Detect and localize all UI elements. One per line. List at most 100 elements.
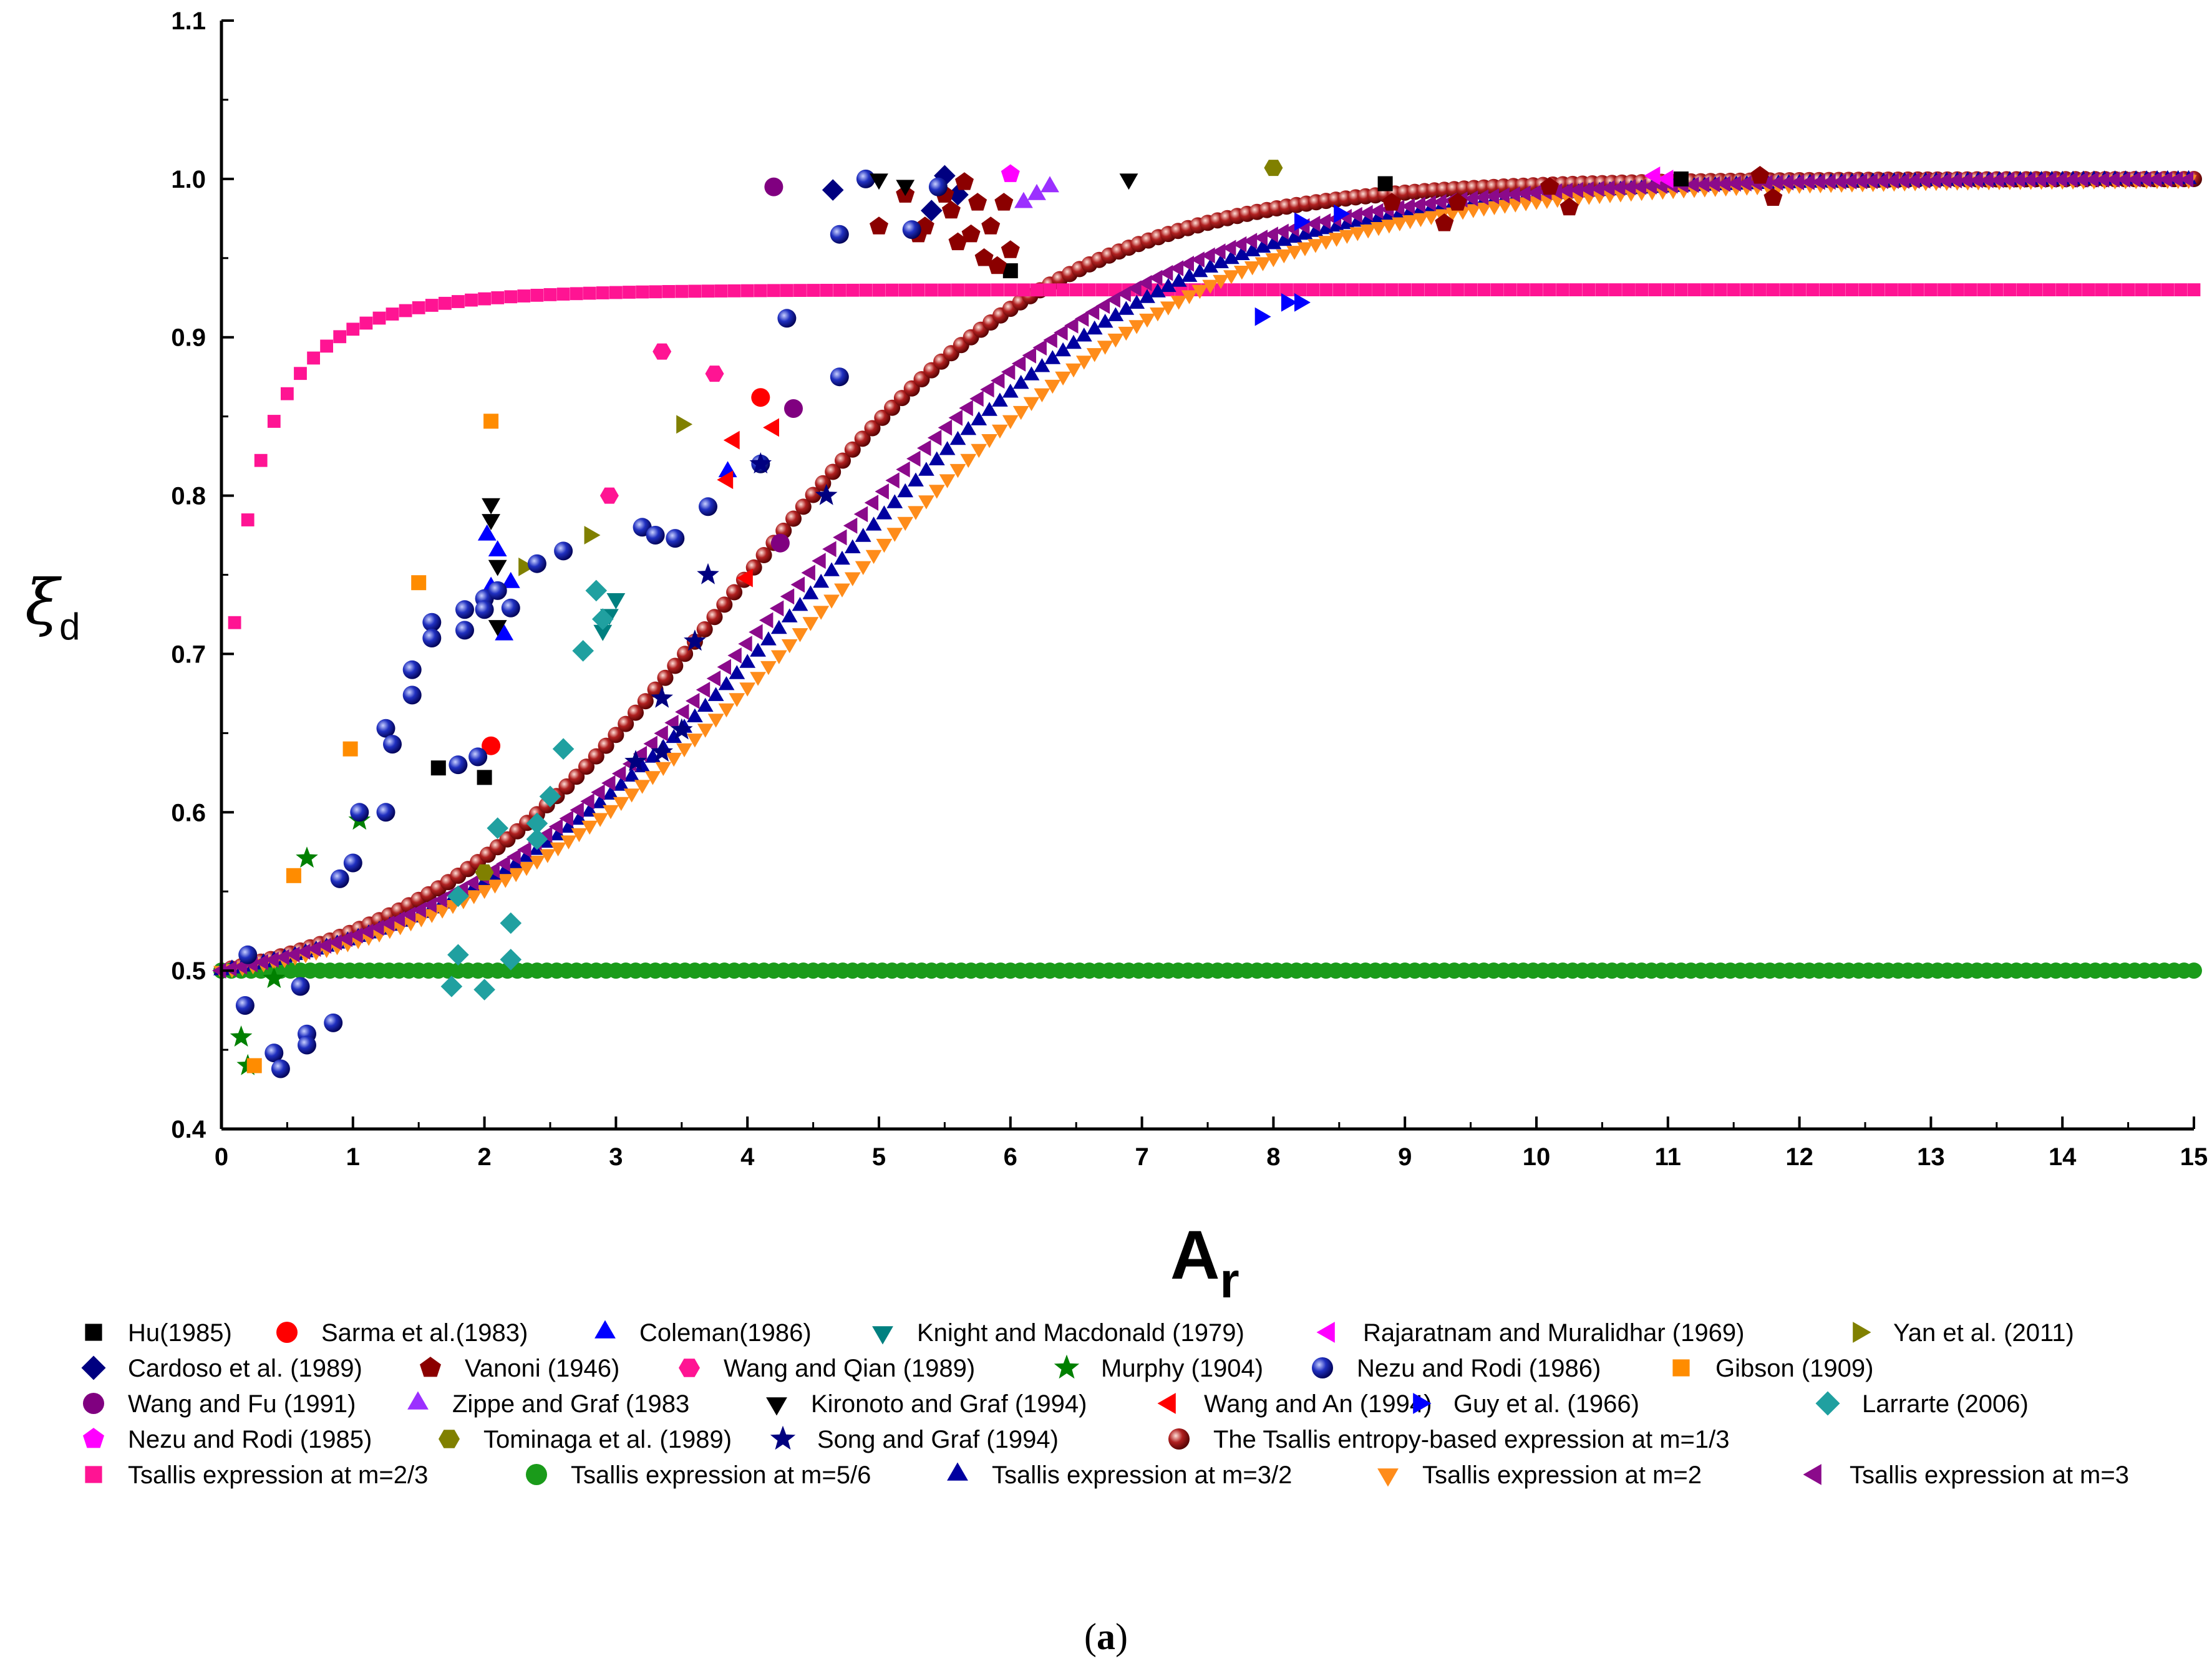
data-point — [500, 949, 522, 971]
data-point — [271, 1059, 290, 1078]
data-point — [835, 452, 851, 469]
data-point — [707, 687, 724, 701]
data-point — [578, 758, 594, 775]
data-point — [488, 620, 507, 636]
data-point — [807, 284, 820, 297]
data-point — [580, 793, 594, 810]
data-point — [1540, 177, 1560, 195]
data-point — [1885, 173, 1899, 189]
data-point — [876, 505, 893, 520]
legend-marker — [1853, 1322, 1871, 1343]
data-point — [1211, 243, 1226, 260]
legend-marker — [1803, 1464, 1822, 1485]
legend-entry-sarma-et-al-1983: Sarma et al.(1983) — [276, 1319, 528, 1347]
data-point — [815, 483, 838, 505]
data-point — [1948, 172, 1962, 188]
data-point — [1465, 204, 1482, 218]
legend-label: Knight and Macdonald (1979) — [917, 1319, 1244, 1347]
data-point — [802, 617, 819, 631]
data-point — [1858, 283, 1872, 296]
data-point — [1425, 283, 1438, 296]
data-point — [296, 943, 311, 960]
data-point — [1306, 215, 1321, 232]
data-point — [918, 462, 934, 476]
data-point — [1527, 185, 1541, 201]
data-point — [784, 399, 803, 418]
legend-entry-yan-et-al-2011: Yan et al. (2011) — [1853, 1319, 2074, 1347]
data-point — [991, 283, 1004, 297]
data-point — [941, 200, 961, 219]
data-point — [843, 517, 858, 534]
data-point — [1160, 278, 1176, 293]
legend-label: Wang and Qian (1989) — [724, 1355, 975, 1382]
data-point — [228, 616, 241, 629]
data-point — [1737, 175, 1752, 191]
data-point — [763, 418, 779, 437]
data-point — [834, 550, 850, 565]
data-point — [706, 670, 721, 687]
data-point — [1267, 283, 1280, 296]
data-point — [918, 495, 934, 510]
data-point — [1609, 283, 1622, 296]
caption-suffix: ) — [1115, 1616, 1128, 1657]
data-point — [651, 740, 673, 762]
data-point — [872, 283, 886, 297]
series-yan-et-al-2011 — [518, 415, 693, 576]
data-point — [1464, 283, 1477, 296]
x-tick-label: 8 — [1266, 1143, 1280, 1171]
legend-label: Guy et al. (1966) — [1453, 1390, 1639, 1418]
data-point — [2174, 283, 2188, 296]
data-point — [917, 440, 931, 457]
data-point — [399, 304, 412, 317]
y-tick-label: 0.6 — [171, 799, 206, 826]
data-point — [1043, 283, 1057, 297]
x-tick-label: 4 — [740, 1143, 755, 1171]
data-point — [422, 896, 437, 913]
data-point — [1495, 187, 1510, 204]
data-point — [1150, 283, 1166, 298]
data-point — [1990, 283, 2004, 296]
data-point — [637, 693, 654, 710]
data-point — [1294, 212, 1311, 231]
data-point — [1056, 283, 1070, 297]
data-point — [643, 735, 657, 752]
data-point — [770, 650, 787, 664]
data-point — [613, 797, 629, 811]
data-point — [1490, 283, 1504, 296]
data-point — [412, 301, 425, 314]
data-point — [475, 864, 494, 881]
data-point — [606, 593, 626, 609]
data-point — [2158, 171, 2173, 188]
data-point — [992, 392, 1008, 407]
data-point — [706, 609, 723, 626]
legend-entry-nezu-and-rodi-1985: Nezu and Rodi (1985) — [83, 1426, 372, 1453]
data-point — [2016, 283, 2030, 296]
data-point — [1714, 283, 1727, 296]
data-point — [350, 803, 369, 822]
data-point — [518, 557, 535, 576]
data-point — [1032, 339, 1047, 356]
data-point — [477, 770, 492, 785]
data-point — [1117, 286, 1131, 303]
data-point — [1377, 176, 1393, 191]
data-point — [1012, 405, 1029, 420]
data-point — [671, 718, 693, 740]
data-point — [792, 597, 808, 611]
data-point — [241, 513, 255, 526]
data-point — [1119, 173, 1138, 190]
data-point — [1095, 298, 1110, 314]
data-point — [609, 286, 623, 299]
data-point — [483, 414, 499, 429]
data-point — [1002, 384, 1019, 398]
data-point — [874, 409, 891, 426]
legend-label: Song and Graf (1994) — [817, 1426, 1059, 1453]
data-point — [823, 562, 840, 576]
data-point — [939, 441, 956, 455]
data-point — [924, 283, 938, 297]
data-point — [2082, 283, 2095, 296]
data-point — [902, 220, 921, 240]
data-point — [1423, 211, 1440, 225]
data-point — [897, 516, 914, 531]
data-point — [618, 715, 634, 732]
data-point — [2122, 283, 2135, 296]
